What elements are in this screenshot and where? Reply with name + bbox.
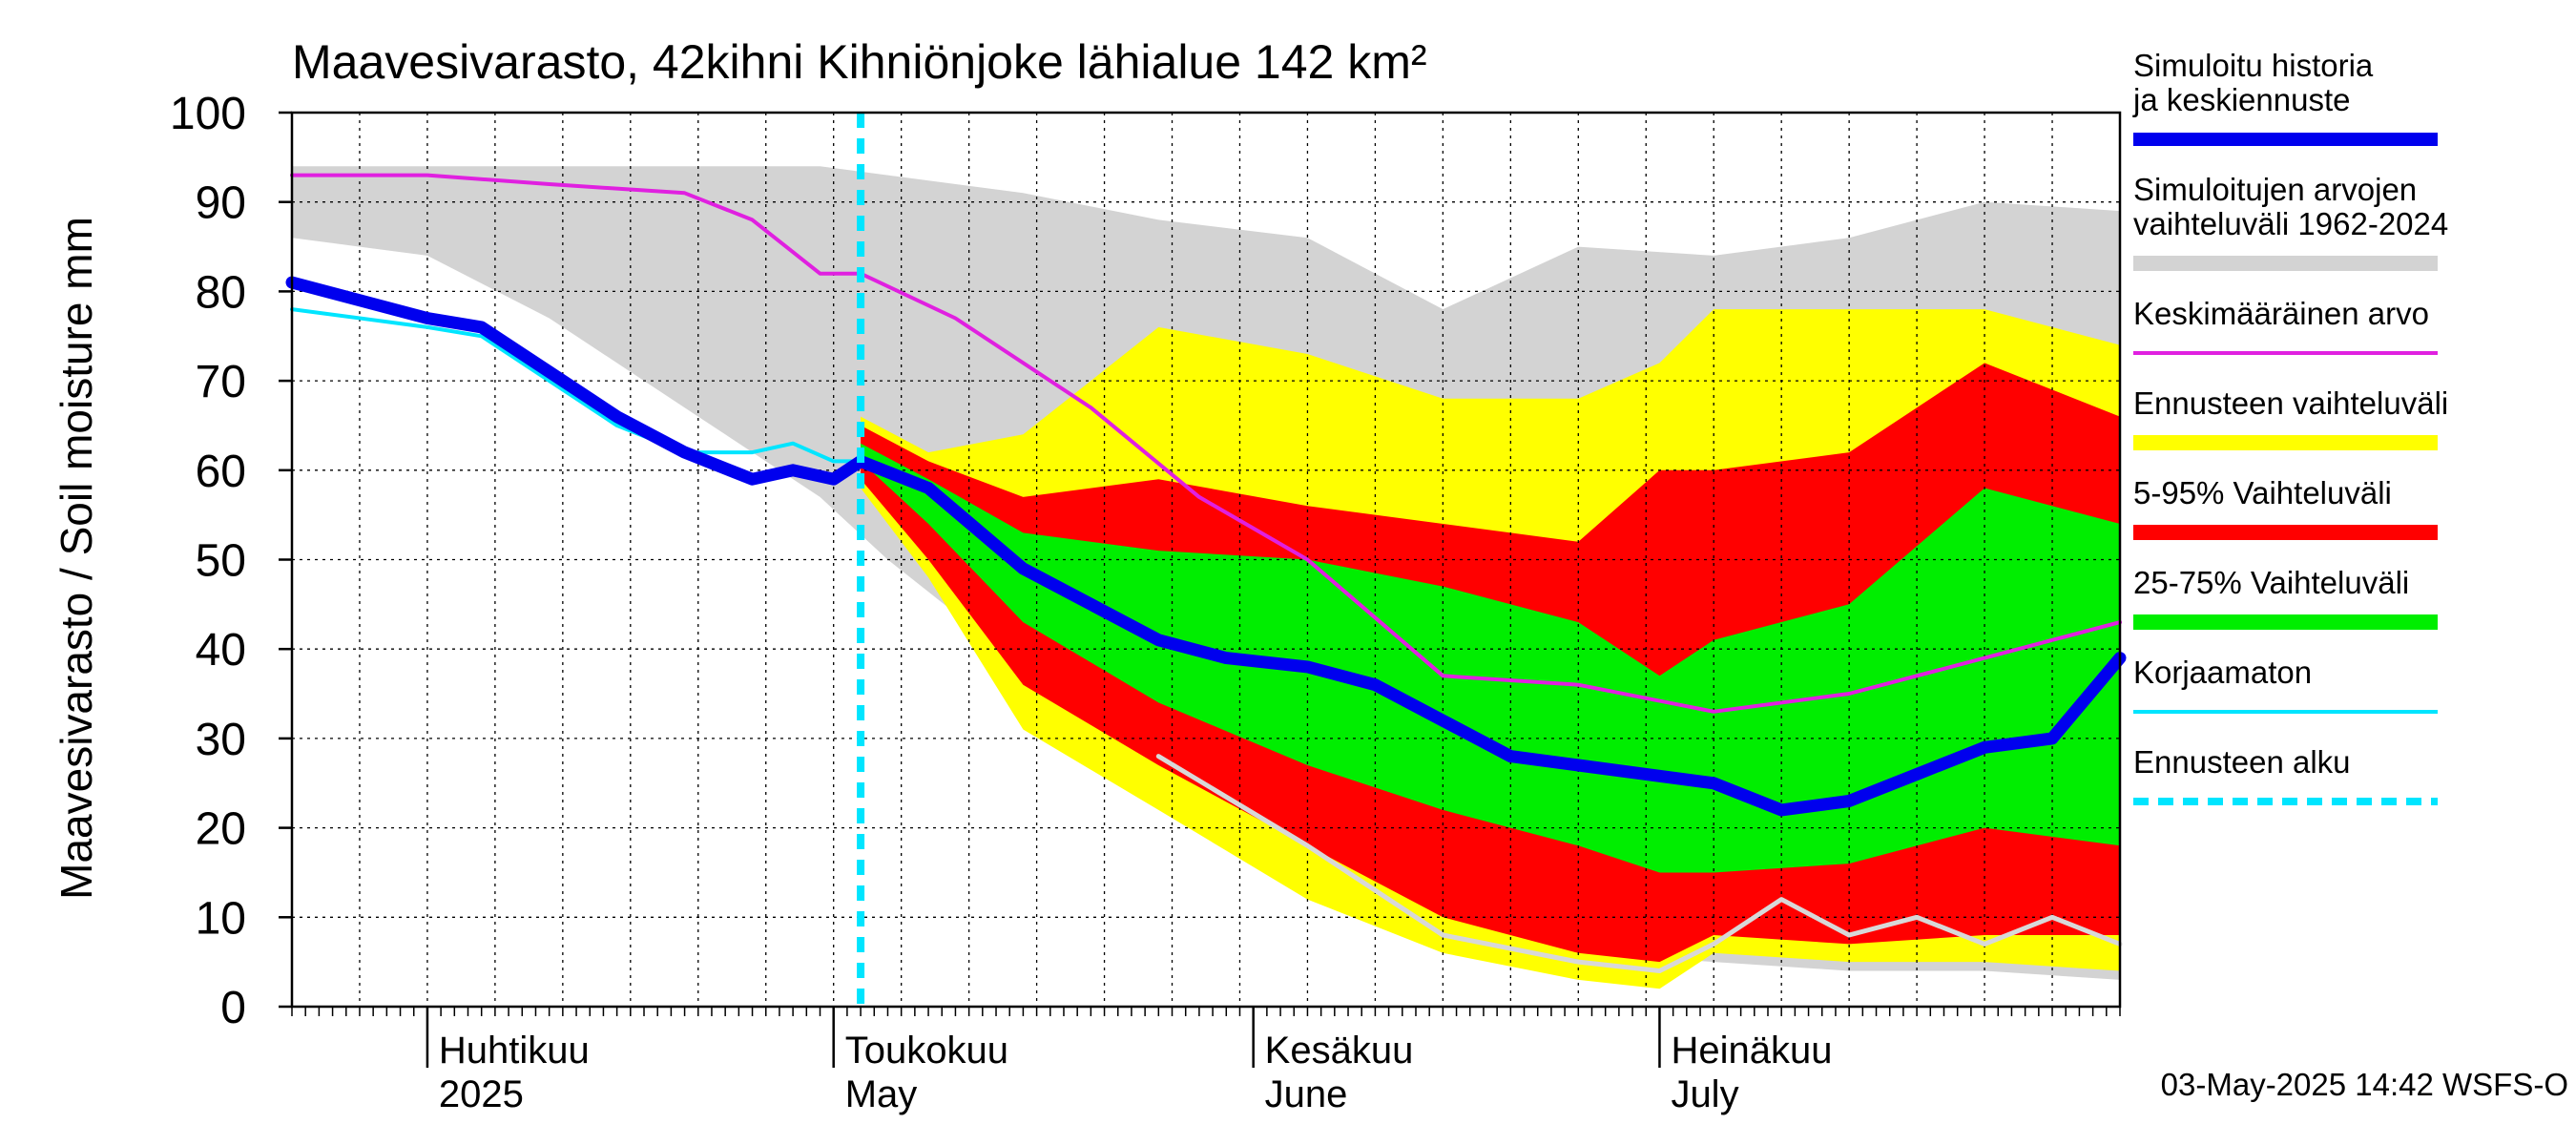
legend-label: Simuloitujen arvojen [2133,172,2417,207]
mean-line [290,173,2122,714]
y-tick-label: 60 [196,447,246,497]
legend-label: Ennusteen alku [2133,744,2351,780]
legend-item: Keskimääräinen arvo [2133,296,2438,355]
min-trace-line [1155,754,2123,973]
legend-item: Ennusteen vaihteluväli [2133,385,2448,450]
y-tick-label: 50 [196,536,246,587]
x-month-label: Heinäkuu [1671,1030,1832,1072]
timestamp-label: 03-May-2025 14:42 WSFS-O [2161,1067,2568,1102]
y-tick-label: 30 [196,715,246,765]
y-tick-label: 70 [196,357,246,407]
y-tick-label: 100 [170,89,246,139]
x-month-sublabel: 2025 [439,1073,524,1115]
legend-label: Ennusteen vaihteluväli [2133,385,2448,421]
y-tick-label: 0 [220,983,246,1033]
legend-item: Ennusteen alku [2133,744,2438,805]
y-tick-label: 40 [196,625,246,676]
y-axis-label: Maavesivarasto / Soil moisture mm [52,217,101,900]
y-tick-label: 10 [196,893,246,944]
legend-label: vaihteluväli 1962-2024 [2133,206,2448,241]
x-month-sublabel: June [1265,1073,1348,1115]
legend-item: Korjaamaton [2133,655,2438,714]
legend-label: Korjaamaton [2133,655,2312,690]
x-month-label: Kesäkuu [1265,1030,1414,1072]
legend-label: ja keskiennuste [2132,82,2350,117]
y-tick-label: 80 [196,267,246,318]
chart-title: Maavesivarasto, 42kihni Kihniönjoke lähi… [292,35,1427,89]
legend-label: 25-75% Vaihteluväli [2133,565,2409,600]
band-25-75 [861,443,2120,873]
legend-label: Keskimääräinen arvo [2133,296,2429,331]
plot-area [285,113,2127,1007]
legend-label: Simuloitu historia [2133,48,2374,83]
x-month-sublabel: July [1671,1073,1738,1115]
x-month-label: Huhtikuu [439,1030,590,1072]
y-tick-label: 90 [196,178,246,229]
median-forecast-line [285,276,2127,817]
x-month-label: Toukokuu [845,1030,1008,1072]
legend-item: 5-95% Vaihteluväli [2133,475,2438,540]
x-month-sublabel: May [845,1073,918,1115]
y-tick-label: 20 [196,804,246,855]
legend-item: 25-75% Vaihteluväli [2133,565,2438,630]
legend-label: 5-95% Vaihteluväli [2133,475,2392,510]
